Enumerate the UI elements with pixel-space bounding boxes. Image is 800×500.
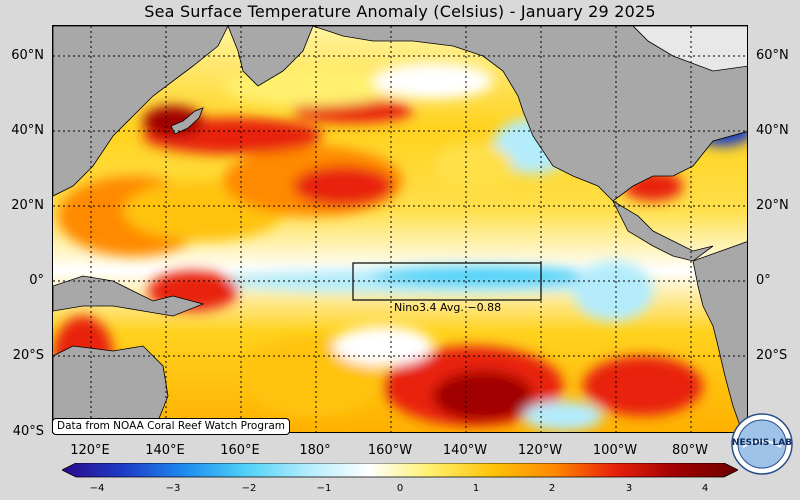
nino34-region-box xyxy=(352,262,542,301)
lon-label: 140°E xyxy=(145,443,185,458)
north-america xyxy=(312,26,747,202)
colorbar-tick: −3 xyxy=(165,483,181,494)
lon-label: 120°E xyxy=(70,443,110,458)
south-america xyxy=(692,241,747,432)
nesdis-lab-logo: NESDIS LAB xyxy=(731,413,793,475)
nino34-label: Nino3.4 Avg. −0.88 xyxy=(394,301,501,314)
colorbar-tick: 3 xyxy=(625,483,633,494)
lon-label: 160°E xyxy=(220,443,260,458)
lat-label-left: 40°N xyxy=(11,123,44,138)
graticule xyxy=(53,26,747,432)
lat-label-right: 60°N xyxy=(756,48,789,63)
colorbar-tick: −4 xyxy=(89,483,105,494)
land-masses xyxy=(53,26,747,432)
colorbar-tick: 2 xyxy=(548,483,556,494)
colorbar-tick: −1 xyxy=(316,483,332,494)
lat-label-left: 60°N xyxy=(11,48,44,63)
kamchatka xyxy=(227,26,314,87)
lat-label-left: 0° xyxy=(29,273,44,288)
lon-label: 180° xyxy=(299,443,331,458)
asia-landmass xyxy=(53,26,229,197)
lat-label-right: 40°N xyxy=(756,123,789,138)
map-title: Sea Surface Temperature Anomaly (Celsius… xyxy=(144,2,656,21)
colorbar-tick: 0 xyxy=(396,483,404,494)
colorbar-ramp xyxy=(62,463,738,478)
greenland-ice xyxy=(632,26,747,72)
lat-label-right: 20°S xyxy=(756,348,788,363)
lon-label: 80°W xyxy=(672,443,708,458)
lat-label-left: 20°S xyxy=(12,348,44,363)
lat-label-right: 0° xyxy=(756,273,771,288)
lat-label-left: 40°S xyxy=(12,424,44,439)
lat-label-right: 20°N xyxy=(756,198,789,213)
sst-anomaly-map: Nino3.4 Avg. −0.88 xyxy=(52,25,748,433)
logo-text: NESDIS LAB xyxy=(732,438,792,448)
lon-label: 160°W xyxy=(367,443,413,458)
central-america xyxy=(612,199,714,262)
lon-label: 140°W xyxy=(442,443,488,458)
colorbar xyxy=(62,463,738,478)
colorbar-tick: −2 xyxy=(241,483,257,494)
lon-label: 120°W xyxy=(517,443,563,458)
colorbar-tick: 4 xyxy=(701,483,709,494)
lat-label-left: 20°N xyxy=(11,198,44,213)
colorbar-tick: 1 xyxy=(472,483,480,494)
japan-islands xyxy=(170,107,204,135)
data-credit: Data from NOAA Coral Reef Watch Program xyxy=(52,418,290,435)
lon-label: 100°W xyxy=(592,443,638,458)
